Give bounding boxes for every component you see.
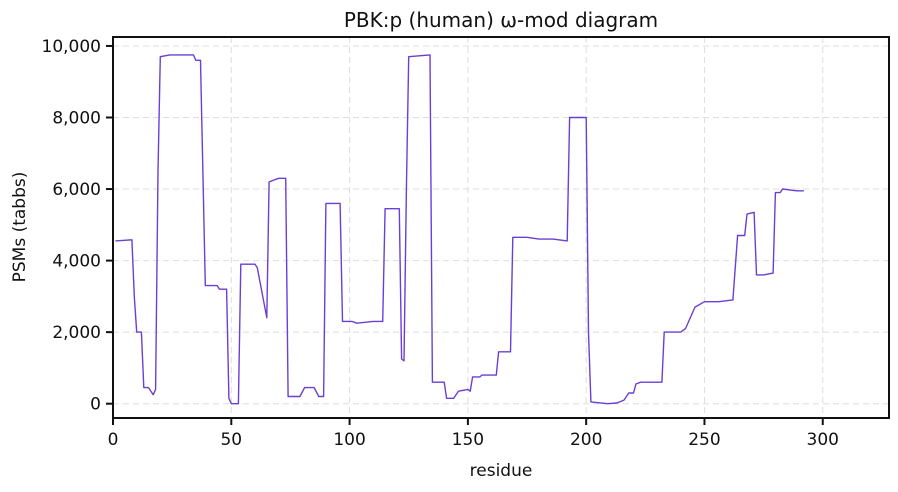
y-tick-label: 4,000 <box>52 252 101 272</box>
y-axis-label: PSMs (tabbs) <box>10 172 30 283</box>
x-tick-label: 300 <box>807 430 839 450</box>
x-axis-label: residue <box>470 461 533 481</box>
chart-title: PBK:p (human) ω-mod diagram <box>344 8 658 32</box>
y-tick-label: 10,000 <box>42 37 101 57</box>
grid-lines <box>112 37 889 418</box>
y-tick-label: 8,000 <box>52 108 101 128</box>
series-group <box>115 54 804 405</box>
x-tick-label: 200 <box>570 430 602 450</box>
plot-frame <box>112 36 890 419</box>
series-line <box>115 54 804 405</box>
y-tick-label: 2,000 <box>52 323 101 343</box>
x-tick-label: 100 <box>333 430 365 450</box>
x-tick-label: 150 <box>452 430 484 450</box>
y-axis: 0 2,000 4,000 6,000 8,000 10,000 <box>42 37 113 415</box>
x-axis: 0 50 100 150 200 250 300 <box>108 418 839 450</box>
x-tick-label: 50 <box>220 430 242 450</box>
y-tick-label: 6,000 <box>52 180 101 200</box>
x-tick-label: 0 <box>108 430 119 450</box>
x-tick-label: 250 <box>688 430 720 450</box>
y-tick-label: 0 <box>90 395 101 415</box>
